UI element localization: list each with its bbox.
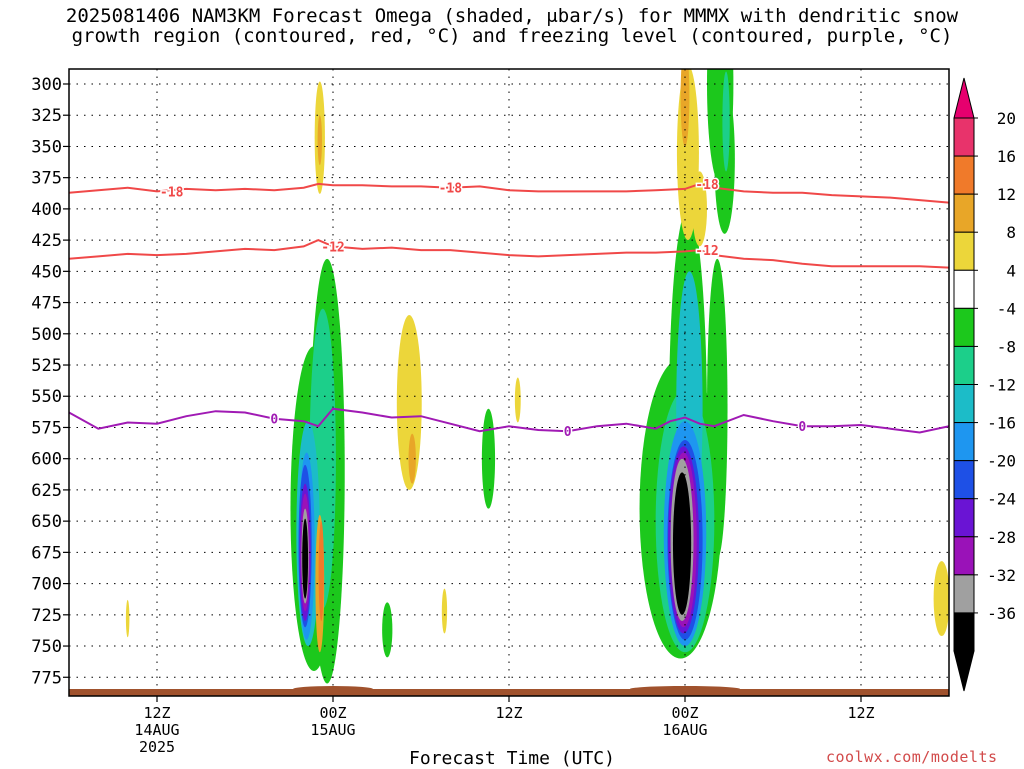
y-tick-label: 375 bbox=[31, 169, 62, 189]
contour-label: -12 bbox=[321, 240, 344, 255]
contour-line bbox=[69, 239, 949, 269]
y-tick-label: 700 bbox=[31, 575, 62, 595]
terrain-band bbox=[69, 689, 949, 696]
ascent-area bbox=[302, 518, 309, 599]
y-tick-label: 650 bbox=[31, 512, 62, 532]
omega-shading bbox=[125, 69, 949, 684]
ascent-area bbox=[722, 71, 730, 172]
colorbar-label: -12 bbox=[987, 376, 1016, 395]
y-tick-label: 550 bbox=[31, 387, 62, 407]
terrain-ground bbox=[69, 686, 949, 696]
descent-area bbox=[396, 315, 422, 490]
colorbar-swatch bbox=[953, 117, 975, 157]
ascent-area bbox=[382, 602, 393, 658]
y-tick-label: 325 bbox=[31, 106, 62, 126]
colorbar-label: -4 bbox=[997, 299, 1016, 318]
colorbar-label: -36 bbox=[987, 604, 1016, 623]
colorbar-label: 4 bbox=[1006, 261, 1016, 280]
temperature-contours: -18 -18 -18 -12 -12 0 0 0 bbox=[69, 176, 949, 442]
y-tick-label: 350 bbox=[31, 137, 62, 157]
colorbar-bottom-arrow bbox=[953, 650, 975, 692]
y-tick-label: 575 bbox=[31, 418, 62, 438]
y-tick-label: 450 bbox=[31, 262, 62, 282]
contour-label: 0 bbox=[270, 413, 278, 428]
colorbar-label: -20 bbox=[987, 452, 1016, 471]
contour-label: -18 bbox=[160, 185, 184, 200]
descent-area bbox=[514, 377, 521, 423]
colorbar-swatch bbox=[953, 460, 975, 500]
colorbar-label: -32 bbox=[987, 566, 1016, 585]
colorbar-swatch bbox=[953, 193, 975, 233]
descent-area bbox=[441, 588, 448, 634]
y-tick-label: 300 bbox=[31, 75, 62, 95]
colorbar-swatch bbox=[953, 384, 975, 424]
ascent-area bbox=[481, 408, 496, 509]
colorbar-label: -8 bbox=[997, 337, 1016, 356]
descent-area bbox=[408, 433, 416, 484]
contour-label: -12 bbox=[695, 244, 718, 259]
colorbar-swatch bbox=[953, 612, 975, 652]
colorbar-label: 16 bbox=[997, 147, 1016, 166]
y-tick-label: 600 bbox=[31, 450, 62, 470]
x-tick-label: 12Z bbox=[143, 704, 170, 722]
terrain-bump bbox=[630, 686, 740, 692]
ascent-area bbox=[672, 472, 692, 615]
site-credit: coolwx.com/modelts bbox=[826, 748, 998, 766]
colorbar-label: -24 bbox=[987, 490, 1016, 509]
colorbar-swatch bbox=[953, 498, 975, 538]
descent-area bbox=[318, 521, 324, 622]
descent-area bbox=[680, 69, 690, 147]
grid-lines bbox=[69, 69, 949, 696]
x-tick-label: 15AUG bbox=[310, 721, 355, 739]
pressure-axis: 300 325 350 375 400 425 450 475 500 525 550 575 600 6… bbox=[31, 75, 69, 688]
contour-label: 0 bbox=[564, 425, 572, 440]
y-tick-label: 525 bbox=[31, 356, 62, 376]
contour-label: -18 bbox=[439, 182, 463, 197]
x-tick-label: 2025 bbox=[139, 738, 175, 756]
colorbar-label: 20 bbox=[997, 109, 1016, 128]
y-tick-label: 625 bbox=[31, 481, 62, 501]
terrain-bump bbox=[293, 686, 373, 692]
y-tick-label: 400 bbox=[31, 200, 62, 220]
y-tick-label: 725 bbox=[31, 606, 62, 626]
colorbar-swatch bbox=[953, 574, 975, 614]
x-tick-label: 12Z bbox=[847, 704, 874, 722]
contour-label: -18 bbox=[695, 178, 719, 193]
contour-label: 0 bbox=[798, 420, 806, 435]
colorbar-label: 12 bbox=[997, 185, 1016, 204]
y-tick-label: 425 bbox=[31, 231, 62, 251]
descent-area bbox=[125, 599, 130, 638]
y-tick-label: 675 bbox=[31, 543, 62, 563]
colorbar-swatch bbox=[953, 536, 975, 576]
x-tick-label: 00Z bbox=[671, 704, 698, 722]
contour-line bbox=[69, 407, 949, 434]
colorbar-label: 8 bbox=[1006, 223, 1016, 242]
x-tick-label: 14AUG bbox=[134, 721, 179, 739]
chart-title-line-2: growth region (contoured, red, °C) and f… bbox=[71, 25, 953, 47]
contour-line bbox=[69, 182, 949, 204]
omega-colorbar: 20 16 12 8 4 -4 -8 -12 -16 -20 -24 -28 -32 -36 bbox=[953, 77, 1016, 692]
colorbar-swatch bbox=[953, 269, 975, 309]
x-tick-label: 00Z bbox=[319, 704, 346, 722]
colorbar-label: -28 bbox=[987, 528, 1016, 547]
colorbar-swatch bbox=[953, 422, 975, 462]
colorbar-swatch bbox=[953, 155, 975, 195]
colorbar-swatch bbox=[953, 231, 975, 271]
y-tick-label: 775 bbox=[31, 668, 62, 688]
colorbar-swatch bbox=[953, 345, 975, 385]
y-tick-label: 750 bbox=[31, 637, 62, 657]
colorbar-swatch bbox=[953, 307, 975, 347]
y-tick-label: 500 bbox=[31, 325, 62, 345]
x-tick-label: 12Z bbox=[495, 704, 522, 722]
y-tick-label: 475 bbox=[31, 294, 62, 314]
descent-area bbox=[933, 561, 949, 637]
colorbar-top-arrow bbox=[953, 77, 975, 119]
x-axis-label: Forecast Time (UTC) bbox=[409, 748, 615, 769]
colorbar-label: -16 bbox=[987, 414, 1016, 433]
chart-title-line-1: 2025081406 NAM3KM Forecast Omega (shaded… bbox=[65, 5, 959, 27]
descent-area bbox=[317, 115, 322, 166]
x-tick-label: 16AUG bbox=[662, 721, 707, 739]
